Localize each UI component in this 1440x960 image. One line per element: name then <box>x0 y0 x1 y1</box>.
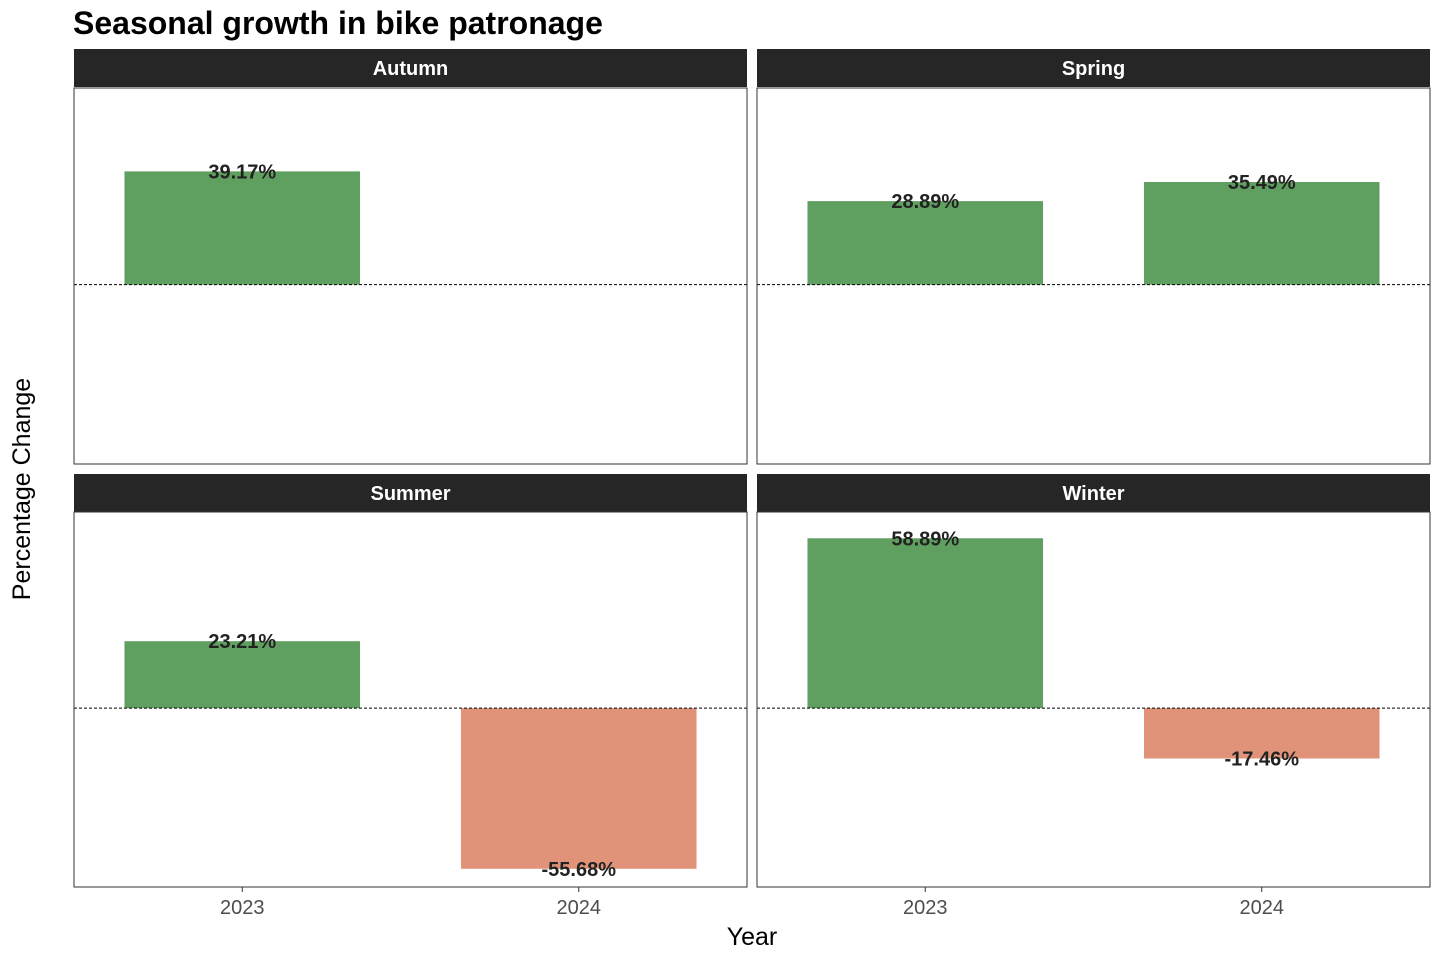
facet-strip-label: Winter <box>1062 483 1124 505</box>
bar-winter-2023 <box>807 538 1044 709</box>
y-axis-title: Percentage Change <box>8 378 36 600</box>
bar-autumn-2023 <box>124 171 361 285</box>
facet-strip-spring <box>757 49 1430 87</box>
x-tick-label: 2024 <box>557 897 602 919</box>
panel-border <box>756 87 1431 465</box>
facet-strip-winter <box>757 474 1430 512</box>
data-label-summer-2024: -55.68% <box>542 859 617 881</box>
bar-spring-2024 <box>1143 182 1380 285</box>
facet-strip-label: Autumn <box>373 58 449 80</box>
data-label-winter-2024: -17.46% <box>1225 749 1300 771</box>
bar-winter-2024 <box>1143 708 1380 759</box>
bar-summer-2024 <box>460 708 697 869</box>
bar-spring-2023 <box>807 201 1044 285</box>
x-tick-label: 2023 <box>220 897 265 919</box>
facet-panel-spring: Spring 28.89% 35.49% <box>756 49 1431 465</box>
facet-panel-autumn: Autumn 39.17% <box>73 49 748 465</box>
facet-strip-summer <box>74 474 747 512</box>
facet-strip-label: Spring <box>1062 58 1125 80</box>
panel-border <box>73 511 748 888</box>
x-axis-title: Year <box>727 923 778 951</box>
data-label-autumn-2023: 39.17% <box>208 161 276 183</box>
panel-border <box>756 511 1431 888</box>
facet-panels: Autumn 39.17% Spring 28.89% 35.49% Summer 23.2… <box>73 49 1431 919</box>
data-label-spring-2024: 35.49% <box>1228 172 1296 194</box>
data-label-winter-2023: 58.89% <box>891 528 959 550</box>
facet-panel-summer: Summer 23.21% -55.68% 2023 2024 <box>73 474 748 919</box>
facet-strip-autumn <box>74 49 747 87</box>
chart-title: Seasonal growth in bike patronage <box>73 5 603 41</box>
x-tick-label: 2023 <box>903 897 948 919</box>
panel-border <box>73 87 748 465</box>
data-label-spring-2023: 28.89% <box>891 191 959 213</box>
x-tick-label: 2024 <box>1240 897 1285 919</box>
data-label-summer-2023: 23.21% <box>208 631 276 653</box>
facet-panel-winter: Winter 58.89% -17.46% 2023 2024 <box>756 474 1431 919</box>
facet-strip-label: Summer <box>370 483 450 505</box>
bar-summer-2023 <box>124 641 361 709</box>
